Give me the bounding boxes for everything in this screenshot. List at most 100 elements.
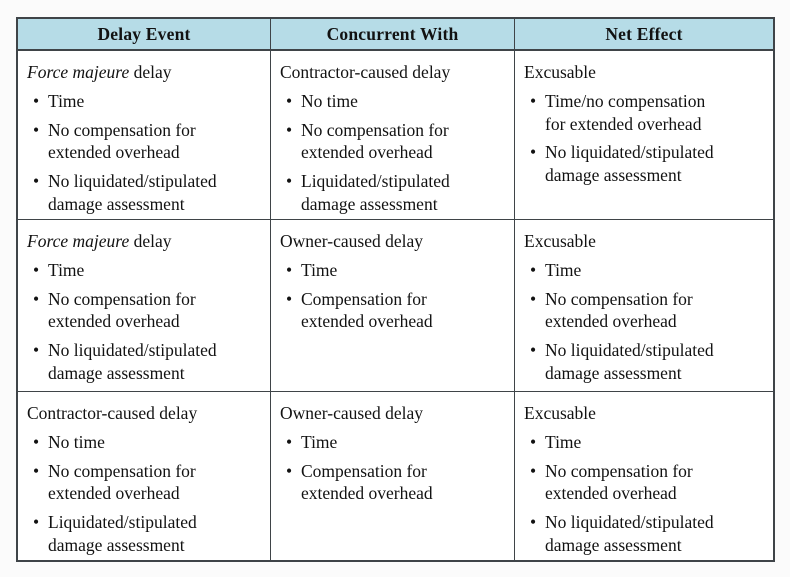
bullet-item: • No liquidated/stipulated damage assessm… [26, 339, 262, 385]
bullet-icon: • [530, 142, 537, 163]
bullet-text: No liquidated/stipulated damage assessme… [545, 142, 714, 185]
bullet-text: Time [48, 259, 85, 280]
bullet-text: Liquidated/stipulated damage assessment [48, 512, 197, 555]
bullet-icon: • [530, 512, 537, 532]
cell-r2-delay-event: Force majeure delay • Time • No compensati… [18, 220, 271, 392]
bullet-item: • Time [26, 259, 262, 282]
column-header-delay-event: Delay Event [18, 19, 271, 51]
bullet-text: No compensation for extended overhead [545, 460, 693, 504]
cell-title: Owner-caused delay [280, 230, 506, 253]
cell-title: Excusable [524, 61, 765, 84]
bullet-text: No compensation for extended overhead [301, 119, 449, 163]
bullet-text: No compensation for extended overhead [545, 288, 693, 332]
bullet-icon: • [33, 340, 40, 360]
bullet-icon: • [33, 90, 40, 111]
bullet-icon: • [530, 431, 537, 452]
cell-r1-delay-event: Force majeure delay • Time • No compensati… [18, 51, 271, 220]
cell-title: Excusable [524, 230, 765, 253]
bullet-text: No time [301, 90, 358, 111]
cell-r3-delay-event: Contractor-caused delay • No time • No com… [18, 392, 271, 560]
bullet-icon: • [286, 288, 293, 309]
bullet-text: Compensation for extended overhead [301, 288, 433, 332]
bullet-text: Time/no compensation for extended overhe… [545, 90, 706, 134]
bullet-icon: • [33, 288, 40, 309]
title-italic: Force majeure [27, 231, 130, 251]
bullet-text: Time [301, 259, 338, 280]
bullet-text: Compensation for extended overhead [301, 460, 433, 504]
cell-title: Owner-caused delay [280, 402, 506, 425]
column-header-net-effect: Net Effect [515, 19, 773, 51]
title-italic: Force majeure [27, 62, 130, 82]
bullet-icon: • [530, 259, 537, 280]
column-header-concurrent-with: Concurrent With [271, 19, 515, 51]
bullet-icon: • [33, 431, 40, 452]
bullet-item: • No compensation for extended overhead [26, 119, 262, 165]
bullet-item: • Time [523, 431, 765, 454]
cell-r3-net-effect: Excusable • Time • No compensation for ext… [515, 392, 773, 560]
bullet-icon: • [530, 460, 537, 481]
bullet-text: No liquidated/stipulated damage assessme… [48, 171, 217, 214]
bullet-item: • Liquidated/stipulated damage assessment [26, 511, 262, 557]
bullet-item: • Time [523, 259, 765, 282]
title-text: Owner-caused delay [280, 231, 423, 251]
bullet-item: • No compensation for extended overhead [523, 460, 765, 506]
bullet-item: • No liquidated/stipulated damage assessm… [523, 141, 765, 187]
title-text: Contractor-caused delay [280, 62, 451, 82]
bullet-text: No liquidated/stipulated damage assessme… [48, 340, 217, 383]
bullet-icon: • [286, 90, 293, 111]
bullet-text: No time [48, 431, 105, 452]
bullet-icon: • [33, 460, 40, 481]
cell-r1-concurrent-with: Contractor-caused delay • No time • No com… [271, 51, 515, 220]
bullet-item: • Compensation for extended overhead [279, 288, 506, 334]
bullet-icon: • [33, 171, 40, 191]
cell-title: Excusable [524, 402, 765, 425]
bullet-item: • No compensation for extended overhead [26, 460, 262, 506]
bullet-icon: • [286, 431, 293, 452]
bullet-icon: • [530, 90, 537, 111]
bullet-item: • No compensation for extended overhead [279, 119, 506, 165]
bullet-text: Time [545, 259, 582, 280]
cell-title: Force majeure delay [27, 61, 262, 84]
bullet-item: • Time [279, 431, 506, 454]
title-text: delay [129, 231, 172, 251]
bullet-icon: • [286, 119, 293, 140]
bullet-icon: • [530, 288, 537, 309]
bullet-icon: • [33, 119, 40, 140]
bullet-item: • No liquidated/stipulated damage assessm… [523, 339, 765, 385]
bullet-text: No compensation for extended overhead [48, 288, 196, 332]
bullet-text: No compensation for extended overhead [48, 460, 196, 504]
bullet-item: • No time [279, 90, 506, 113]
bullet-icon: • [286, 259, 293, 280]
bullet-icon: • [286, 171, 293, 191]
bullet-item: • Time [279, 259, 506, 282]
bullet-item: • Compensation for extended overhead [279, 460, 506, 506]
bullet-item: • No liquidated/stipulated damage assessm… [523, 511, 765, 557]
bullet-text: Time [48, 90, 85, 111]
title-text: Contractor-caused delay [27, 403, 198, 423]
bullet-text: Time [545, 431, 582, 452]
bullet-item: • No liquidated/stipulated damage assessm… [26, 170, 262, 216]
cell-r1-net-effect: Excusable • Time/no compensation for exte… [515, 51, 773, 220]
bullet-text: No compensation for extended overhead [48, 119, 196, 163]
cell-title: Contractor-caused delay [27, 402, 262, 425]
bullet-icon: • [33, 512, 40, 532]
bullet-item: • Liquidated/stipulated damage assessment [279, 170, 506, 216]
bullet-item: • Time [26, 90, 262, 113]
cell-r3-concurrent-with: Owner-caused delay • Time • Compensation f… [271, 392, 515, 560]
bullet-item: • Time/no compensation for extended overh… [523, 90, 765, 136]
bullet-icon: • [530, 340, 537, 360]
title-text: delay [129, 62, 172, 82]
bullet-item: • No compensation for extended overhead [26, 288, 262, 334]
bullet-icon: • [286, 460, 293, 481]
title-text: Excusable [524, 231, 596, 251]
cell-title: Contractor-caused delay [280, 61, 506, 84]
title-text: Excusable [524, 403, 596, 423]
cell-title: Force majeure delay [27, 230, 262, 253]
title-text: Excusable [524, 62, 596, 82]
bullet-text: Liquidated/stipulated damage assessment [301, 171, 450, 214]
bullet-icon: • [33, 259, 40, 280]
bullet-item: • No time [26, 431, 262, 454]
bullet-text: No liquidated/stipulated damage assessme… [545, 512, 714, 555]
bullet-item: • No compensation for extended overhead [523, 288, 765, 334]
title-text: Owner-caused delay [280, 403, 423, 423]
